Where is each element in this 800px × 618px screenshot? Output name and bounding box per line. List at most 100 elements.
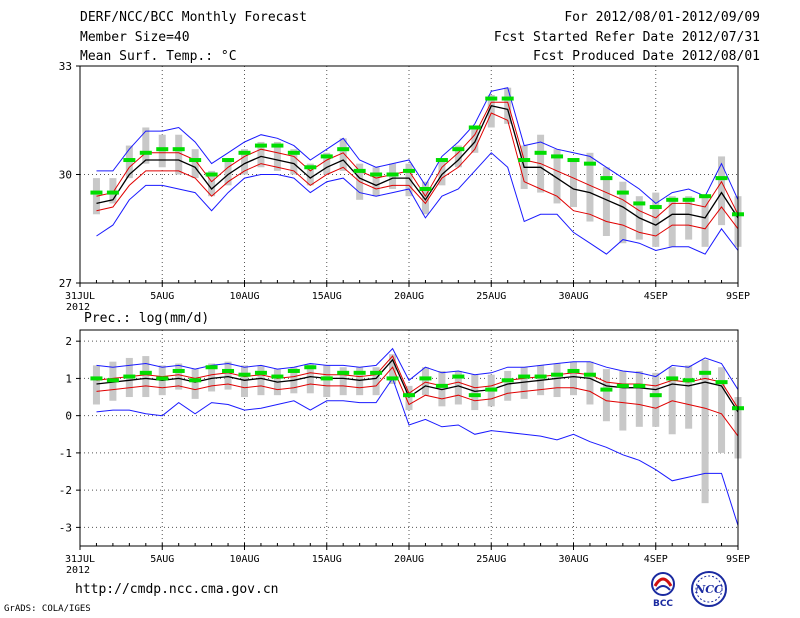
spread-box — [718, 367, 726, 453]
median-mark — [222, 368, 235, 373]
median-mark — [403, 168, 415, 173]
x-tick-label: 15AUG — [312, 554, 342, 565]
median-mark — [567, 368, 580, 373]
y-tick-label: -3 — [59, 521, 72, 534]
median-mark — [304, 365, 317, 370]
median-mark — [156, 376, 169, 381]
median-mark — [616, 383, 629, 388]
spread-box — [586, 361, 594, 405]
median-mark — [238, 372, 251, 377]
spread-box — [339, 367, 347, 396]
chart-title: DERF/NCC/BCC Monthly Forecast — [80, 10, 307, 25]
x-tick-label: 25AUG — [476, 554, 506, 565]
series-upper-line — [96, 355, 739, 409]
median-mark — [205, 172, 218, 177]
spread-box — [224, 160, 232, 186]
spread-box — [619, 370, 627, 431]
x-tick-label: 31JUL — [65, 554, 95, 565]
median-mark — [468, 125, 481, 130]
spread-box — [718, 156, 726, 226]
spread-box — [504, 87, 512, 124]
spread-box — [570, 160, 577, 208]
median-mark — [320, 154, 333, 159]
median-mark — [156, 147, 169, 152]
spread-box — [208, 363, 216, 392]
bcc-logo-icon: BCC — [651, 572, 675, 608]
x-tick-label: 20AUG — [394, 291, 424, 302]
x-tick-label: 30AUG — [558, 554, 588, 565]
series-max-line — [96, 347, 739, 390]
spread-box — [405, 385, 413, 411]
median-mark — [600, 387, 613, 392]
spread-box — [586, 152, 594, 222]
x-tick-label: 5AUG — [150, 291, 174, 302]
x-tick-label: 30AUG — [558, 291, 588, 302]
forecast-period: For 2012/08/01-2012/09/09 — [564, 10, 760, 25]
median-mark — [583, 161, 596, 166]
spread-box — [241, 149, 248, 175]
median-mark — [386, 376, 399, 381]
median-mark — [468, 393, 481, 398]
spread-box — [257, 141, 265, 168]
spread-box — [421, 181, 429, 215]
median-mark — [583, 372, 596, 377]
median-mark — [633, 383, 646, 388]
spread-box — [306, 363, 314, 394]
source-url[interactable]: http://cmdp.ncc.cma.gov.cn — [75, 582, 279, 597]
median-mark — [189, 158, 202, 163]
x-tick-label: 5AUG — [150, 554, 174, 565]
median-mark — [682, 378, 695, 383]
median-mark — [666, 197, 679, 202]
series-mean-line — [96, 105, 739, 226]
spread-box — [471, 127, 479, 153]
median-mark — [649, 393, 662, 398]
spread-box — [504, 370, 512, 401]
series-mean-line — [96, 358, 739, 413]
x-tick-label: 31JUL — [65, 291, 95, 302]
median-mark — [172, 147, 185, 152]
median-mark — [337, 370, 350, 375]
refer-date: Fcst Started Refer Date 2012/07/31 — [493, 30, 760, 45]
spread-box — [356, 367, 364, 396]
y-tick-label: 0 — [65, 410, 72, 423]
y-tick-label: 2 — [65, 335, 72, 348]
series-upper-line — [96, 101, 739, 219]
spread-box — [241, 365, 248, 398]
spread-box — [142, 356, 150, 398]
spread-box — [421, 367, 429, 396]
spread-box — [306, 163, 314, 186]
spread-box — [92, 178, 100, 215]
median-mark — [90, 376, 103, 381]
y-tick-label: 30 — [59, 169, 72, 182]
temperature-panel: 27 30 33 31JUL 5AUG 10AUG 15AUG 20AUG 25AUG 30AUG… — [59, 60, 750, 313]
x-tick-label: 15AUG — [312, 291, 342, 302]
spread-box — [553, 149, 561, 204]
median-mark — [699, 194, 712, 199]
median-mark — [567, 158, 580, 163]
spread-box — [652, 372, 660, 427]
spread-box — [405, 163, 413, 197]
median-mark — [485, 96, 498, 101]
ncc-logo-icon: NCC — [691, 571, 727, 607]
spread-box — [323, 152, 331, 175]
x-tick-label: 9SEP — [726, 291, 750, 302]
x-tick-label: 25AUG — [476, 291, 506, 302]
spread-box — [652, 192, 660, 247]
median-mark — [452, 147, 465, 152]
median-mark — [600, 176, 613, 181]
spread-box — [438, 370, 446, 407]
median-mark — [419, 186, 432, 191]
spread-box — [602, 167, 610, 236]
median-mark — [123, 374, 136, 379]
spread-box — [175, 134, 183, 175]
series-min-line — [96, 377, 739, 526]
median-mark — [435, 383, 448, 388]
median-mark — [534, 150, 547, 155]
spread-box — [553, 363, 561, 398]
spread-box — [142, 127, 150, 164]
median-mark — [485, 387, 498, 392]
member-size: Member Size=40 — [80, 30, 190, 45]
spread-box — [487, 94, 495, 128]
median-mark — [320, 376, 333, 381]
